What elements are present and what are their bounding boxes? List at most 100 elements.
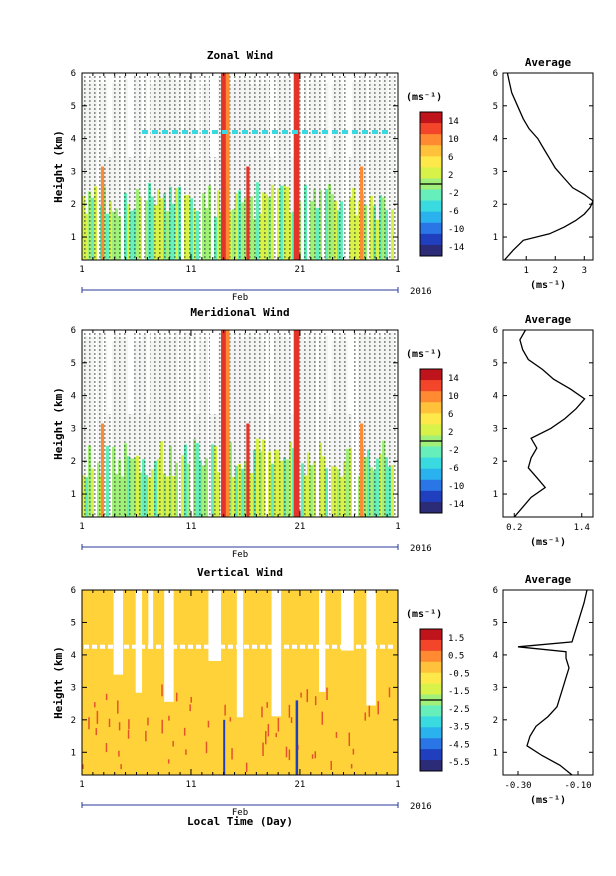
heatmap-cell — [229, 210, 232, 260]
heatmap-cell — [175, 332, 178, 463]
heatmap-cell — [325, 335, 328, 469]
colorbar-tick-label: 6 — [448, 153, 453, 163]
heatmap-cell — [250, 335, 253, 473]
heatmap-cell — [211, 444, 214, 517]
colorbar-segment — [420, 760, 442, 772]
heatmap-cell — [151, 196, 154, 260]
colorbar-unit: (ms⁻¹) — [406, 349, 442, 360]
wind-streak — [311, 754, 314, 759]
heatmap-cell — [175, 462, 178, 517]
y-tick-label: 3 — [71, 167, 76, 177]
missing-data — [195, 330, 200, 415]
heatmap-cell — [157, 339, 160, 459]
heatmap-cell — [244, 81, 247, 198]
x-tick-label: 11 — [186, 265, 197, 275]
y-tick-label: 2 — [71, 457, 76, 467]
heatmap-cell — [187, 332, 190, 464]
y-tick-label: 4 — [71, 135, 76, 145]
y-tick-label: 6 — [71, 326, 76, 336]
heatmap-cell — [259, 451, 262, 517]
heatmap-cell — [376, 337, 379, 459]
heatmap-cell — [361, 75, 364, 195]
wind-streak — [300, 692, 302, 698]
heatmap-cell — [325, 468, 328, 517]
x-tick-label: 1 — [395, 265, 400, 275]
heatmap-cell — [130, 458, 133, 517]
missing-data — [347, 73, 353, 158]
panel-title: Vertical Wind — [197, 566, 283, 579]
heatmap-cell — [160, 338, 163, 442]
heatmap-cell — [289, 212, 292, 260]
wind-streak — [189, 704, 191, 712]
profile-y-tick-label: 1 — [493, 748, 498, 758]
heatmap-cell — [316, 81, 319, 209]
wind-streak — [388, 687, 391, 698]
profile-y-tick-label: 6 — [493, 326, 498, 336]
heatmap-cell — [382, 337, 385, 441]
wind-streak — [117, 700, 119, 714]
heatmap-cell — [148, 183, 151, 260]
heatmap-cell — [112, 82, 115, 212]
heatmap-cell — [289, 441, 292, 517]
heatmap-cell — [382, 75, 385, 198]
x-tick-label: 1 — [79, 780, 84, 790]
wind-streak — [266, 702, 268, 708]
heatmap-cell — [313, 460, 316, 517]
heatmap-cell — [370, 195, 373, 260]
heatmap-cell — [232, 476, 235, 517]
heatmap-cell — [82, 195, 85, 260]
heatmap-cell — [259, 78, 262, 214]
heatmap-cell — [388, 466, 391, 517]
heatmap-cell — [268, 197, 271, 260]
heatmap-cell — [148, 477, 151, 517]
heatmap-cell — [145, 334, 148, 475]
heatmap-cell — [100, 82, 103, 207]
x-tick-label: 1 — [79, 522, 84, 532]
heatmap-cell — [337, 469, 340, 517]
heatmap-cell — [196, 210, 199, 260]
heatmap-cell — [331, 84, 334, 195]
panel-title: Zonal Wind — [207, 49, 273, 62]
heatmap-cell — [178, 80, 181, 187]
missing-data — [127, 73, 135, 158]
wind-streak — [88, 717, 90, 730]
heatmap-cell — [169, 445, 172, 517]
heatmap-cell — [160, 198, 163, 260]
y-tick-label: 6 — [71, 586, 76, 596]
heatmap-cell — [289, 82, 292, 213]
wind-streak — [293, 330, 300, 517]
heatmap-cell — [277, 77, 280, 189]
wind-streak — [95, 728, 98, 736]
heatmap-cell — [157, 458, 160, 517]
heatmap-cell — [187, 79, 190, 195]
heatmap-cell — [310, 82, 313, 202]
heatmap-cell — [85, 336, 88, 478]
colorbar-tick-label: 14 — [448, 117, 459, 127]
wind-streak — [261, 706, 263, 718]
heatmap-cell — [88, 338, 91, 446]
colorbar-tick-label: -10 — [448, 482, 464, 492]
heatmap-cell — [157, 77, 160, 190]
heatmap-cell — [385, 209, 388, 260]
heatmap-cell — [379, 194, 382, 260]
profile-y-tick-label: 3 — [493, 683, 498, 693]
heatmap-cell — [280, 80, 283, 186]
colorbar-tick-label: -2 — [448, 189, 459, 199]
wind-streak — [265, 731, 267, 745]
heatmap-cell — [175, 82, 178, 189]
profile-frame — [502, 72, 594, 261]
heatmap-cell — [184, 195, 187, 260]
heatmap-cell — [370, 467, 373, 517]
missing-data — [366, 590, 376, 706]
heatmap-cell — [127, 456, 130, 517]
wind-streak — [221, 73, 229, 260]
heatmap-cell — [235, 465, 238, 517]
heatmap-cell — [235, 193, 238, 260]
profile-x-tick-label: -0.10 — [564, 781, 591, 791]
heatmap-cell — [310, 339, 313, 465]
heatmap-cell — [136, 77, 139, 190]
heatmap-cell — [169, 186, 172, 260]
heatmap-cell — [241, 202, 244, 260]
heatmap-cell — [232, 83, 235, 210]
